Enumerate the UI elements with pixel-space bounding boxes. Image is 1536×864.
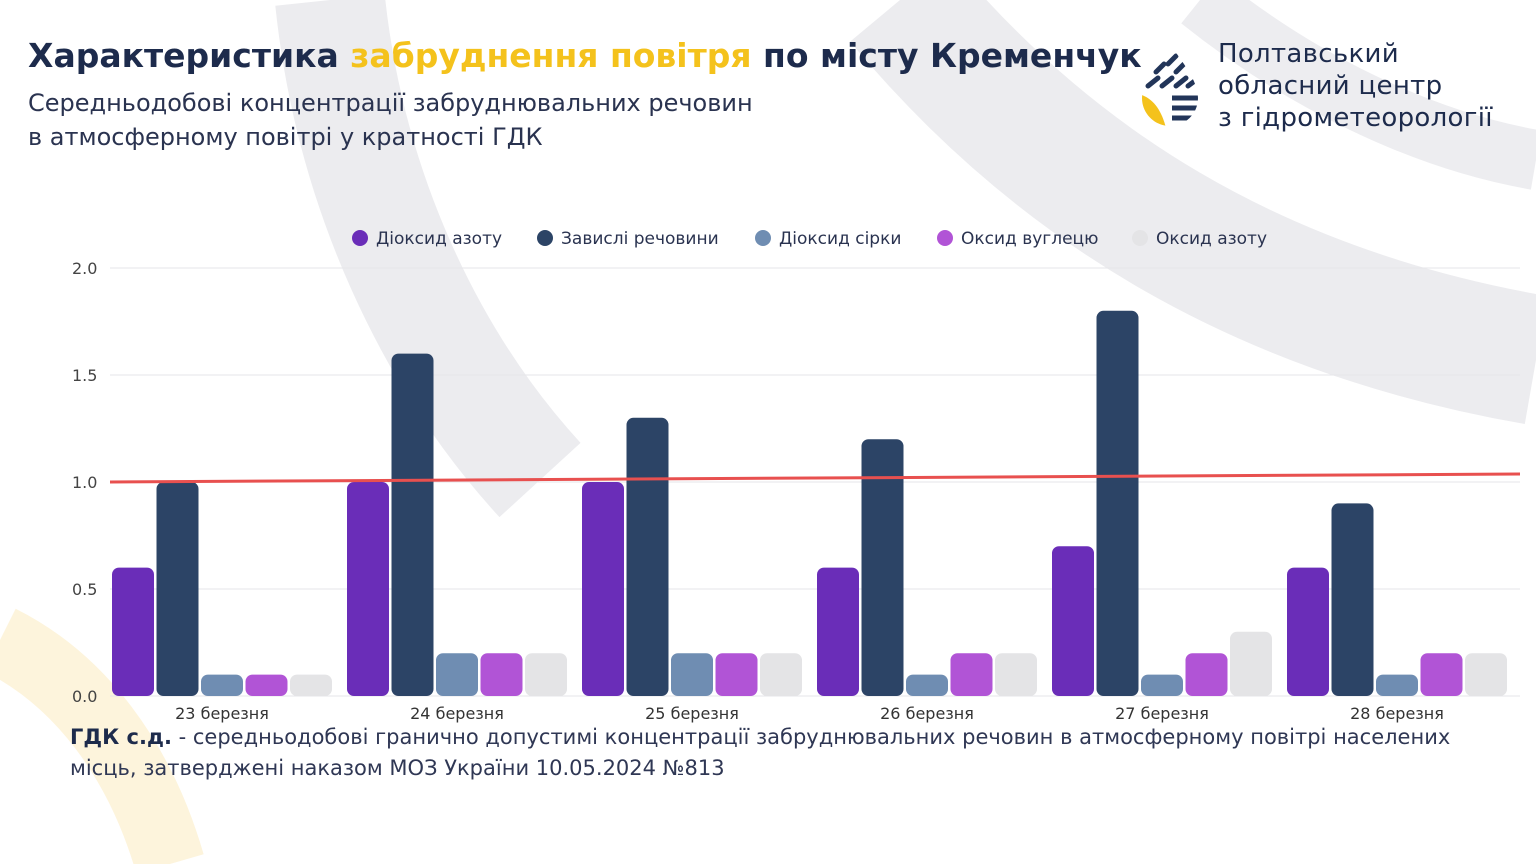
bar <box>760 653 802 696</box>
organization-line-3: з гідрометеорології <box>1218 103 1493 133</box>
legend-label: Діоксид азоту <box>376 229 502 249</box>
legend-marker <box>537 230 553 246</box>
bar <box>1096 310 1139 696</box>
bar <box>436 653 478 696</box>
bar <box>671 653 713 696</box>
bar <box>950 653 993 696</box>
bar <box>995 653 1037 696</box>
x-tick-label: 26 березня <box>880 704 974 723</box>
organization-line-2: обласний центр <box>1218 71 1443 101</box>
bar <box>1230 631 1272 696</box>
y-tick-label: 2.0 <box>72 259 97 278</box>
footnote: ГДК с.д. - середньодобові гранично допус… <box>70 722 1510 784</box>
bar <box>1420 653 1463 696</box>
y-tick-label: 0.0 <box>72 687 97 706</box>
bar <box>1465 653 1507 696</box>
bar <box>201 674 243 696</box>
bar <box>1331 503 1374 696</box>
bar <box>1185 653 1228 696</box>
title-highlight: забруднення повітря <box>350 36 752 75</box>
legend-label: Оксид вуглецю <box>961 229 1098 249</box>
legend-marker <box>352 230 368 246</box>
organization-name: Полтавський обласний центр з гідрометеор… <box>1218 38 1493 134</box>
bar <box>1052 546 1094 696</box>
subtitle-line-2: в атмосферному повітрі у кратності ГДК <box>28 123 543 151</box>
bar <box>715 653 758 696</box>
bar <box>347 482 389 696</box>
legend-marker <box>755 230 771 246</box>
y-tick-label: 1.5 <box>72 366 97 385</box>
y-tick-label: 0.5 <box>72 580 97 599</box>
bar <box>156 482 199 696</box>
page-title: Характеристика забруднення повітря по мі… <box>28 36 1142 75</box>
subtitle-line-1: Середньодобові концентрації забруднюваль… <box>28 89 753 117</box>
bar <box>906 674 948 696</box>
legend-label: Діоксид сірки <box>779 229 901 249</box>
y-tick-label: 1.0 <box>72 473 97 492</box>
x-tick-label: 28 березня <box>1350 704 1444 723</box>
drop-leaf-logo-icon <box>1142 44 1198 126</box>
bar <box>861 439 904 696</box>
organization-line-1: Полтавський <box>1218 39 1399 69</box>
bar <box>1141 674 1183 696</box>
legend-label: Оксид азоту <box>1156 229 1267 249</box>
footnote-text: - середньодобові гранично допустимі конц… <box>70 725 1451 780</box>
bar <box>582 482 624 696</box>
bar <box>525 653 567 696</box>
bar <box>391 353 434 696</box>
x-tick-label: 27 березня <box>1115 704 1209 723</box>
limit-reference-line <box>109 472 1521 484</box>
bar <box>817 567 859 696</box>
legend-label: Завислі речовини <box>561 229 719 249</box>
bar <box>245 674 288 696</box>
legend-marker <box>1132 230 1148 246</box>
bar <box>1376 674 1418 696</box>
pollution-bar-chart: 0.0 0.5 1.0 1.5 2.0 23 березня 24 березня 25 бе… <box>72 229 1521 723</box>
bar <box>626 417 669 696</box>
bar <box>112 567 154 696</box>
legend-marker <box>937 230 953 246</box>
bar <box>480 653 523 696</box>
bar <box>290 674 332 696</box>
x-tick-label: 24 березня <box>410 704 504 723</box>
footnote-term: ГДК с.д. <box>70 725 172 749</box>
bar <box>1287 567 1329 696</box>
x-tick-label: 23 березня <box>175 704 269 723</box>
x-tick-label: 25 березня <box>645 704 739 723</box>
page-subtitle: Середньодобові концентрації забруднюваль… <box>28 86 753 154</box>
